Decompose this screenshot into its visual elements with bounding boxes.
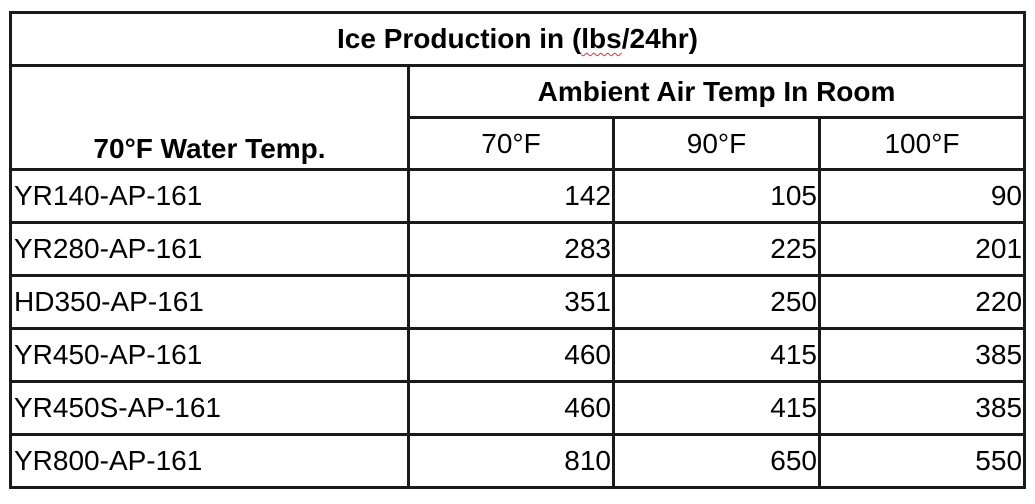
row-header-water-temp: 70°F Water Temp. — [9, 64, 410, 171]
table-row: YR450-AP-161 460 415 385 — [9, 327, 1027, 383]
value-cell-100f: 201 — [817, 221, 1027, 277]
column-header-row: 70°F 90°F 100°F — [11, 116, 1027, 171]
value-cell-100f: 385 — [817, 380, 1027, 436]
value-cell-70f: 810 — [407, 433, 615, 489]
value-cell-100f: 550 — [817, 433, 1027, 489]
value-cell-100f: 220 — [817, 274, 1027, 330]
column-header-90f: 90°F — [612, 116, 821, 171]
model-cell: YR280-AP-161 — [9, 221, 410, 277]
value-cell-90f: 650 — [612, 433, 821, 489]
value-cell-70f: 142 — [407, 168, 615, 224]
title-prefix: Ice Production in ( — [337, 23, 582, 54]
value-cell-70f: 460 — [407, 380, 615, 436]
column-header-100f: 100°F — [817, 116, 1027, 171]
table-row: YR280-AP-161 283 225 201 — [9, 221, 1027, 277]
value-cell-90f: 250 — [612, 274, 821, 330]
model-cell: YR140-AP-161 — [9, 168, 410, 224]
value-cell-100f: 90 — [817, 168, 1027, 224]
model-cell: YR450S-AP-161 — [9, 380, 410, 436]
value-cell-70f: 283 — [407, 221, 615, 277]
table-row: YR800-AP-161 810 650 550 — [9, 433, 1027, 489]
ice-production-table: Ice Production in (lbs/24hr) 70°F Water … — [8, 11, 1027, 489]
title-suffix: /24hr) — [621, 23, 698, 54]
value-cell-90f: 225 — [612, 221, 821, 277]
column-header-70f: 70°F — [407, 116, 615, 171]
model-cell: YR800-AP-161 — [9, 433, 410, 489]
model-cell: HD350-AP-161 — [9, 274, 410, 330]
value-cell-90f: 105 — [612, 168, 821, 224]
group-header-row: 70°F Water Temp. Ambient Air Temp In Roo… — [9, 64, 1027, 171]
title-row: Ice Production in (lbs/24hr) — [8, 11, 1027, 67]
value-cell-70f: 460 — [407, 327, 615, 383]
table-title: Ice Production in (lbs/24hr) — [8, 11, 1027, 67]
value-cell-70f: 351 — [407, 274, 615, 330]
title-spellcheck-word: lbs — [581, 23, 622, 54]
model-cell: YR450-AP-161 — [9, 327, 410, 383]
value-cell-90f: 415 — [612, 327, 821, 383]
table-row: HD350-AP-161 351 250 220 — [9, 274, 1027, 330]
table-row: YR140-AP-161 142 105 90 — [9, 168, 1027, 224]
value-cell-100f: 385 — [817, 327, 1027, 383]
table-row: YR450S-AP-161 460 415 385 — [9, 380, 1027, 436]
group-header-ambient-temp: Ambient Air Temp In Room — [406, 64, 1027, 119]
value-cell-90f: 415 — [612, 380, 821, 436]
